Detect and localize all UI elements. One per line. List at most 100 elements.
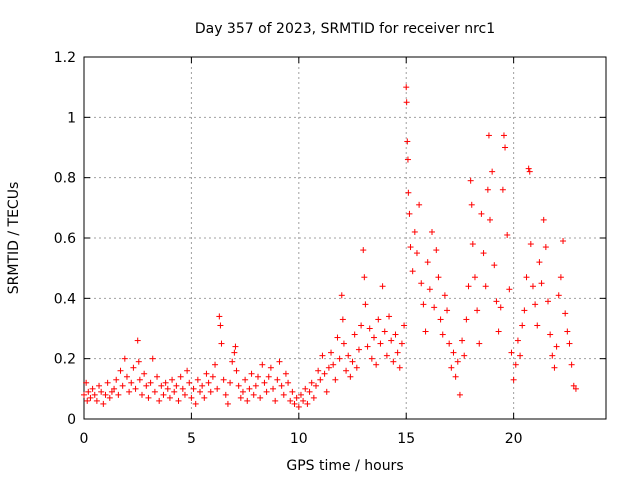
data-point bbox=[448, 364, 455, 371]
data-points bbox=[81, 84, 579, 410]
data-point bbox=[209, 373, 216, 380]
data-point bbox=[332, 376, 339, 383]
data-point bbox=[499, 186, 506, 193]
data-point bbox=[467, 177, 474, 184]
data-point bbox=[293, 394, 300, 401]
data-point bbox=[512, 361, 519, 368]
axis-ticks bbox=[83, 56, 606, 420]
data-point bbox=[246, 385, 253, 392]
data-point bbox=[179, 385, 186, 392]
data-point bbox=[353, 364, 360, 371]
data-point bbox=[394, 349, 401, 356]
data-point bbox=[566, 340, 573, 347]
y-tick-label: 0.6 bbox=[54, 231, 76, 247]
data-point bbox=[199, 382, 206, 389]
data-point bbox=[291, 400, 298, 407]
data-point bbox=[190, 385, 197, 392]
data-point bbox=[504, 231, 511, 238]
data-point bbox=[547, 331, 554, 338]
data-point bbox=[267, 364, 274, 371]
data-point bbox=[390, 358, 397, 365]
data-point bbox=[212, 361, 219, 368]
data-point bbox=[500, 132, 507, 139]
data-point bbox=[411, 228, 418, 235]
data-point bbox=[527, 241, 534, 248]
data-point bbox=[368, 355, 375, 362]
x-axis-label: GPS time / hours bbox=[286, 458, 403, 474]
data-point bbox=[89, 385, 96, 392]
data-point bbox=[171, 388, 178, 395]
data-point bbox=[514, 337, 521, 344]
data-point bbox=[123, 373, 130, 380]
data-point bbox=[495, 328, 502, 335]
data-point bbox=[364, 343, 371, 350]
data-point bbox=[330, 361, 337, 368]
data-point bbox=[100, 400, 107, 407]
data-point bbox=[93, 397, 100, 404]
data-point bbox=[136, 376, 143, 383]
data-point bbox=[308, 379, 315, 386]
data-point bbox=[471, 274, 478, 281]
data-point bbox=[426, 286, 433, 293]
data-point bbox=[151, 388, 158, 395]
data-point bbox=[379, 283, 386, 290]
data-point bbox=[557, 274, 564, 281]
data-point bbox=[452, 373, 459, 380]
data-point bbox=[113, 376, 120, 383]
data-point bbox=[568, 361, 575, 368]
data-point bbox=[328, 349, 335, 356]
data-point bbox=[525, 165, 532, 172]
data-point bbox=[323, 388, 330, 395]
data-point bbox=[401, 322, 408, 329]
data-point bbox=[130, 364, 137, 371]
data-point bbox=[521, 307, 528, 314]
data-point bbox=[454, 358, 461, 365]
data-point bbox=[416, 201, 423, 208]
data-point bbox=[244, 397, 251, 404]
data-point bbox=[465, 283, 472, 290]
data-point bbox=[404, 138, 411, 145]
data-point bbox=[409, 268, 416, 275]
data-point bbox=[302, 385, 309, 392]
data-point bbox=[117, 367, 124, 374]
data-point bbox=[164, 385, 171, 392]
data-point bbox=[336, 355, 343, 362]
data-point bbox=[233, 367, 240, 374]
data-point bbox=[450, 349, 457, 356]
data-point bbox=[358, 322, 365, 329]
data-point bbox=[126, 388, 133, 395]
data-point bbox=[459, 337, 466, 344]
data-point bbox=[431, 304, 438, 311]
grid-lines bbox=[84, 57, 606, 419]
data-point bbox=[485, 132, 492, 139]
data-point bbox=[476, 340, 483, 347]
data-point bbox=[160, 391, 167, 398]
data-point bbox=[403, 99, 410, 106]
data-point bbox=[487, 216, 493, 223]
data-point bbox=[536, 259, 543, 266]
x-tick-label: 5 bbox=[187, 431, 196, 447]
data-point bbox=[104, 379, 111, 386]
data-point bbox=[106, 394, 113, 401]
data-point bbox=[439, 331, 446, 338]
data-point bbox=[134, 337, 141, 344]
data-point bbox=[424, 259, 431, 266]
data-point bbox=[276, 358, 283, 365]
x-tick-label: 0 bbox=[80, 431, 89, 447]
data-point bbox=[135, 358, 142, 365]
data-point bbox=[175, 397, 182, 404]
data-point bbox=[265, 373, 272, 380]
data-point bbox=[538, 280, 545, 287]
data-point bbox=[555, 292, 562, 299]
data-point bbox=[433, 247, 440, 254]
data-point bbox=[295, 403, 302, 410]
data-point bbox=[300, 397, 307, 404]
data-point bbox=[396, 364, 403, 371]
data-point bbox=[143, 382, 150, 389]
data-point bbox=[166, 394, 173, 401]
data-point bbox=[493, 298, 500, 305]
data-point bbox=[549, 352, 556, 359]
data-point bbox=[343, 367, 350, 374]
data-point bbox=[441, 292, 448, 299]
data-point bbox=[456, 391, 463, 398]
